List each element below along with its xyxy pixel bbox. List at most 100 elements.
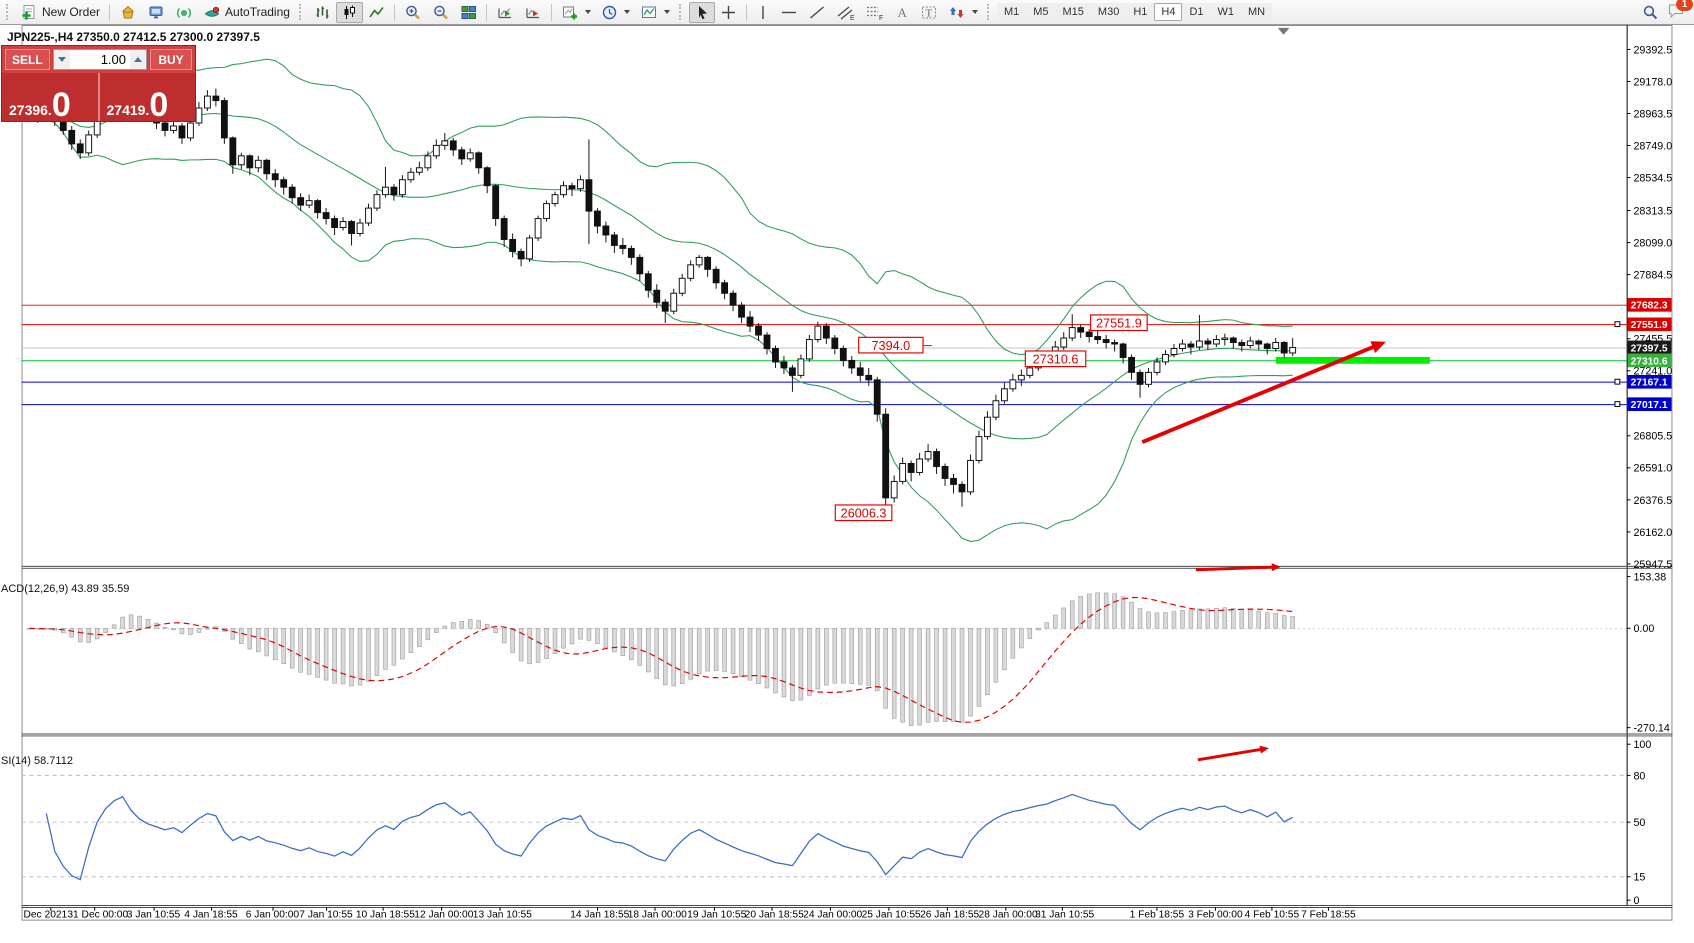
fibonacci-button[interactable]: F (860, 2, 889, 23)
autotrading-button[interactable]: AutoTrading (198, 2, 295, 23)
buy-button[interactable]: BUY (150, 49, 192, 70)
candle (254, 159, 262, 169)
macd-bar (730, 627, 736, 674)
search-icon[interactable] (1642, 4, 1659, 21)
macd-bar (1264, 612, 1270, 629)
line-chart-button[interactable] (363, 2, 390, 23)
time-tick-label: 7 Feb 18:55 (1301, 910, 1356, 921)
rsi-arrow[interactable] (1197, 747, 1264, 762)
tab-timeframe-mn[interactable]: MN (1241, 3, 1273, 21)
macd-bar (578, 627, 583, 640)
macd-bar (459, 620, 465, 629)
tab-timeframe-d1[interactable]: D1 (1182, 3, 1211, 21)
macd-bar (1019, 627, 1024, 649)
tile-windows-button[interactable] (455, 2, 482, 23)
macd-arrow[interactable] (1195, 565, 1276, 572)
macd-bar (1188, 609, 1194, 629)
macd-bar (340, 627, 346, 685)
candle (203, 95, 211, 109)
macd-bar (908, 627, 914, 726)
trend-arrow[interactable] (1141, 343, 1379, 444)
indicators-dropdown[interactable] (663, 10, 670, 14)
chart-window[interactable]: 29392.5 29178.0 28963.5 28749.0 28534.5 28313… (0, 25, 1694, 943)
zoom-in-button[interactable] (399, 2, 427, 23)
arrows-dropdown[interactable] (971, 10, 978, 14)
candle (297, 197, 305, 206)
new-order-button[interactable]: New Order (16, 2, 105, 23)
signals-button[interactable] (170, 2, 198, 23)
macd-bar (374, 627, 380, 676)
bar-chart-button[interactable] (309, 2, 336, 23)
macd-bar (476, 620, 481, 629)
buy-price[interactable]: 27419. 0 (106, 86, 169, 124)
candlestick-chart-button[interactable] (335, 1, 363, 23)
toolbar-grip[interactable] (6, 4, 12, 20)
volume-decrease-button[interactable] (53, 50, 70, 69)
tab-timeframe-h1[interactable]: H1 (1126, 3, 1155, 21)
wallet-button[interactable] (114, 2, 142, 23)
candle (568, 185, 576, 190)
price-tick-label: 28963.5 (1633, 108, 1672, 120)
wallet-icon (122, 5, 134, 18)
volume-input[interactable] (69, 50, 130, 69)
price-label-box[interactable] (834, 504, 893, 522)
crosshair-button[interactable] (715, 2, 742, 23)
line-selection-handle[interactable] (1614, 401, 1621, 408)
profiles-button[interactable] (596, 2, 635, 23)
macd-bar (518, 627, 524, 662)
toolbar-grip[interactable] (298, 4, 305, 20)
equidistant-channel-button[interactable]: E (831, 2, 860, 23)
market-button[interactable] (142, 2, 170, 23)
notifications-button[interactable]: 1 (1667, 0, 1693, 22)
price-label-box[interactable] (1090, 314, 1148, 332)
price-label-box[interactable] (1024, 350, 1087, 368)
time-tick-label: 31 Jan 10:55 (1035, 910, 1094, 921)
trendline-button[interactable] (803, 2, 831, 23)
new-chart-button[interactable] (556, 2, 596, 23)
profiles-dropdown[interactable] (623, 10, 630, 14)
macd-bar (1027, 627, 1033, 639)
auto-scroll-button[interactable] (491, 2, 519, 23)
macd-bar (239, 627, 244, 645)
volume-increase-button[interactable] (130, 50, 146, 69)
sell-button[interactable]: SELL (5, 49, 50, 70)
tab-timeframe-m15[interactable]: M15 (1055, 3, 1091, 21)
indicators-button[interactable] (635, 2, 675, 23)
tab-timeframe-w1[interactable]: W1 (1210, 3, 1242, 21)
macd-bar (739, 627, 744, 678)
tab-timeframe-m1[interactable]: M1 (996, 3, 1027, 21)
new-chart-dropdown[interactable] (584, 10, 591, 14)
candle (288, 186, 296, 199)
shift-marker[interactable] (1277, 27, 1290, 35)
price-tick-label: 28749.0 (1633, 140, 1672, 152)
line-selection-handle[interactable] (1614, 321, 1621, 328)
price-tick-label: 26591.0 (1633, 463, 1672, 475)
candle (1162, 353, 1169, 363)
candle (950, 477, 957, 485)
candle (475, 152, 483, 169)
zoom-out-button[interactable] (427, 2, 455, 23)
tab-timeframe-m30[interactable]: M30 (1090, 3, 1127, 21)
macd-bar (120, 616, 125, 629)
toolbar-grip[interactable] (678, 4, 685, 20)
cursor-button[interactable] (688, 1, 715, 23)
line-selection-handle[interactable] (1614, 378, 1621, 385)
macd-bar (781, 627, 787, 698)
green-highlight-bar[interactable] (1275, 356, 1430, 364)
tab-timeframe-h4[interactable]: H4 (1154, 3, 1183, 21)
tab-timeframe-m5[interactable]: M5 (1026, 3, 1056, 21)
toolbar-separator (550, 3, 552, 21)
text-label-button[interactable]: T (915, 2, 943, 23)
vertical-line-button[interactable] (751, 2, 775, 23)
price-tag (1627, 397, 1672, 412)
toolbar-grip[interactable] (986, 4, 993, 20)
horizontal-line-button[interactable] (775, 2, 803, 23)
candle (992, 400, 1000, 418)
macd-bar (874, 627, 880, 692)
chart-shift-button[interactable] (519, 2, 547, 23)
sell-price[interactable]: 27396. 0 (9, 86, 71, 124)
chart-canvas[interactable]: 29392.5 29178.0 28963.5 28749.0 28534.5 28313… (0, 25, 1694, 943)
candle (899, 463, 907, 482)
text-button[interactable]: A (889, 2, 915, 23)
arrows-button[interactable] (943, 2, 983, 23)
